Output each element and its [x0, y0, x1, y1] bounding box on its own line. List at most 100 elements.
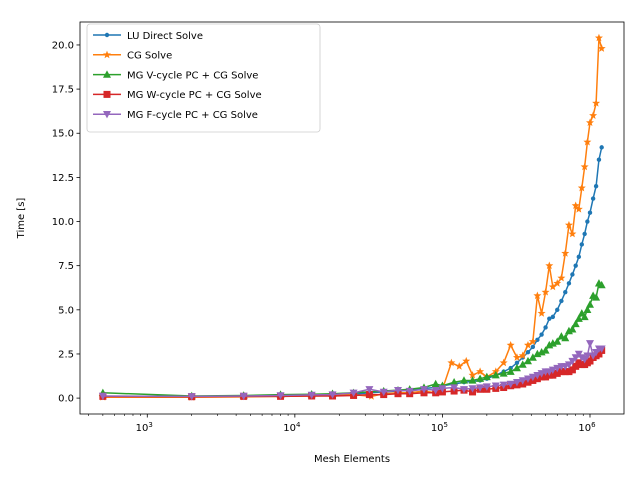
data-point — [568, 366, 576, 374]
data-point — [580, 162, 589, 171]
data-point — [523, 340, 532, 349]
data-point — [491, 382, 500, 390]
data-point — [512, 353, 521, 361]
data-point — [528, 373, 537, 382]
y-tick-label: 5.0 — [58, 305, 74, 316]
data-point — [571, 354, 580, 362]
data-point — [568, 229, 577, 238]
data-point — [533, 371, 542, 380]
y-tick-label: 2.5 — [58, 349, 74, 360]
data-point — [563, 289, 568, 295]
data-point — [328, 391, 337, 399]
data-point — [459, 376, 468, 384]
legend-label: MG F-cycle PC + CG Solve — [127, 110, 258, 121]
data-point — [468, 370, 477, 379]
series-4 — [98, 340, 606, 401]
x-tick-label: 103 — [136, 421, 153, 434]
data-point — [499, 381, 508, 390]
data-point — [533, 291, 542, 300]
data-point — [553, 337, 562, 345]
data-point — [541, 287, 550, 296]
data-point — [571, 201, 580, 210]
data-point — [577, 183, 586, 192]
legend-swatch-marker — [103, 111, 111, 119]
data-point — [393, 386, 402, 395]
data-point — [528, 337, 537, 345]
data-point — [579, 242, 584, 247]
data-point — [349, 389, 358, 398]
data-point — [587, 210, 593, 215]
data-point — [593, 184, 599, 189]
data-point — [590, 196, 596, 201]
data-point — [541, 346, 550, 354]
data-point — [592, 293, 601, 301]
data-point — [564, 220, 573, 229]
y-tick-label: 20.0 — [52, 40, 74, 51]
data-point — [462, 356, 471, 365]
data-point — [559, 298, 564, 304]
legend-label: MG V-cycle PC + CG Solve — [127, 70, 258, 81]
legend-label: CG Solve — [127, 51, 172, 62]
data-point — [550, 314, 556, 320]
legend-swatch-marker — [103, 50, 111, 59]
data-point — [514, 360, 520, 365]
data-point — [459, 386, 468, 394]
data-point — [553, 364, 562, 373]
data-point — [583, 137, 592, 146]
data-point — [455, 362, 464, 370]
data-point — [561, 249, 570, 257]
data-point — [572, 362, 580, 370]
data-point — [597, 280, 606, 289]
data-point — [568, 357, 577, 366]
data-point — [553, 279, 562, 287]
data-point — [491, 370, 500, 379]
legend-swatch-marker — [103, 90, 111, 98]
data-point — [523, 356, 532, 365]
data-point — [438, 385, 447, 393]
legend-label: LU Direct Solve — [127, 31, 203, 42]
data-point — [365, 386, 374, 394]
legend-item: MG W-cycle PC + CG Solve — [93, 90, 262, 101]
data-point — [537, 309, 546, 317]
data-point — [276, 392, 285, 400]
x-tick-label: 105 — [431, 421, 448, 434]
data-point — [506, 340, 515, 349]
data-point — [582, 231, 587, 237]
data-point — [431, 379, 440, 388]
x-tick-label: 104 — [283, 421, 301, 434]
data-point — [307, 391, 316, 400]
legend-box — [86, 23, 321, 133]
data-point — [476, 367, 485, 376]
series-line — [102, 147, 603, 398]
data-point — [98, 392, 107, 401]
legend-item: LU Direct Solve — [93, 31, 203, 42]
data-point — [585, 219, 590, 224]
data-point — [525, 349, 531, 355]
ticks-layer: 0.0 2.5 5.0 7.5 10.0 12.5 15.0 17.5 20.0 103 104 10… — [52, 40, 596, 434]
data-point — [518, 351, 527, 360]
data-point — [561, 333, 570, 342]
data-point — [571, 319, 580, 328]
x-axis-label: Mesh Elements — [314, 454, 390, 465]
data-point — [450, 378, 459, 386]
y-tick-label: 12.5 — [52, 173, 74, 184]
y-tick-label: 0.0 — [58, 394, 74, 405]
data-point — [597, 345, 606, 353]
data-point — [523, 375, 532, 383]
data-point — [573, 263, 578, 268]
data-point — [557, 273, 566, 282]
data-point — [586, 118, 594, 127]
data-point — [586, 357, 594, 365]
data-point — [239, 392, 248, 401]
data-point — [596, 157, 602, 162]
data-point — [365, 391, 373, 399]
data-point — [592, 99, 601, 107]
data-point — [576, 254, 582, 260]
data-point — [597, 44, 606, 52]
data-point — [585, 340, 594, 348]
plot-frame — [79, 21, 625, 415]
y-tick-label: 15.0 — [52, 129, 74, 140]
data-point — [506, 367, 515, 375]
legend-item: CG Solve — [93, 50, 172, 62]
y-axis-label: Time [s] — [16, 198, 27, 240]
